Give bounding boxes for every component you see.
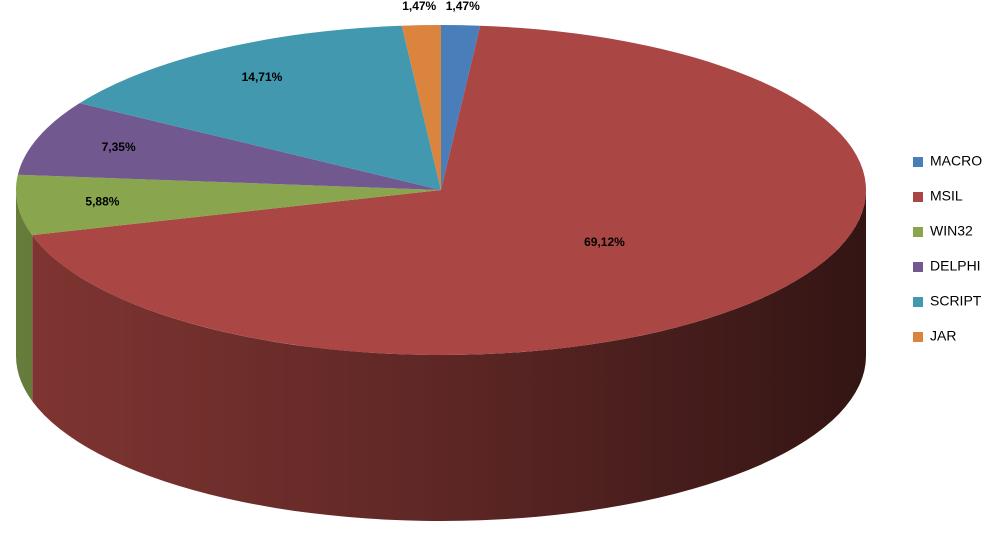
legend-swatch xyxy=(913,332,923,342)
slice xyxy=(17,103,442,190)
data-label: 1,47% xyxy=(446,0,480,13)
data-label: 1,47% xyxy=(402,0,436,13)
legend-label: SCRIPT xyxy=(930,293,982,309)
legend-label: MACRO xyxy=(930,153,982,169)
slice xyxy=(15,174,441,236)
slice xyxy=(441,25,481,190)
data-label: 14,71% xyxy=(242,70,283,84)
slice xyxy=(401,25,441,190)
data-label: 5,88% xyxy=(85,194,119,208)
legend-swatch xyxy=(913,157,923,167)
data-label: 69,12% xyxy=(584,235,625,249)
slice-side xyxy=(16,190,33,402)
legend-label: WIN32 xyxy=(930,223,973,239)
legend-label: DELPHI xyxy=(930,258,981,274)
slice xyxy=(32,25,866,355)
legend-swatch xyxy=(913,192,923,202)
legend-swatch xyxy=(913,297,923,307)
legend-label: JAR xyxy=(930,328,956,344)
data-label: 7,35% xyxy=(102,140,136,154)
legend-swatch xyxy=(913,262,923,272)
slice-side xyxy=(32,190,867,521)
legend-swatch xyxy=(913,227,923,237)
slice xyxy=(79,25,442,191)
legend-label: MSIL xyxy=(930,188,963,204)
